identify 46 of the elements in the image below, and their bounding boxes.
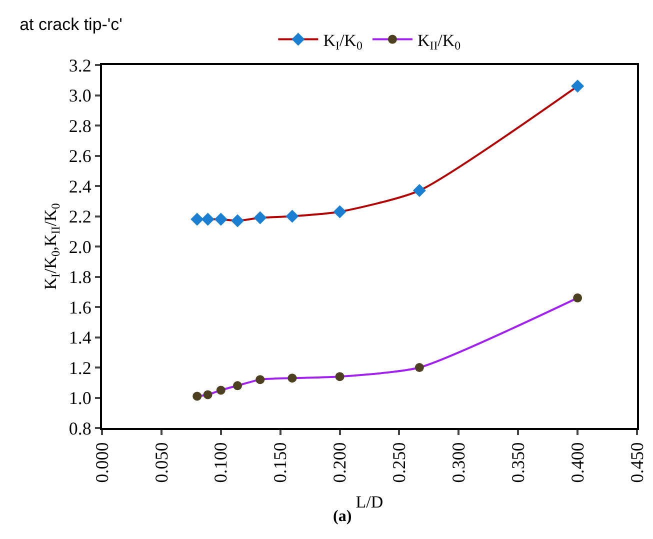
y-tick-label: 3.2 bbox=[68, 55, 92, 76]
point bbox=[571, 80, 584, 93]
y-tick-label: 2.0 bbox=[68, 236, 92, 257]
y-tick-label: 1.4 bbox=[68, 328, 92, 348]
point bbox=[190, 212, 204, 226]
point bbox=[286, 210, 299, 223]
point bbox=[231, 214, 244, 228]
chart-title: at crack tip-'c' bbox=[20, 15, 122, 34]
x-tick-label: 0.050 bbox=[151, 442, 172, 483]
y-tick-label: 2.8 bbox=[68, 116, 92, 136]
point bbox=[233, 381, 242, 390]
x-tick-label: 0.250 bbox=[389, 442, 410, 483]
x-tick-label: 0.400 bbox=[567, 442, 588, 483]
point bbox=[414, 363, 424, 372]
point bbox=[192, 392, 202, 401]
y-tick-label: 1.0 bbox=[68, 388, 92, 408]
point bbox=[333, 205, 346, 218]
point bbox=[256, 375, 265, 384]
y-tick-label: 2.2 bbox=[68, 206, 92, 227]
x-axis-title: L/D bbox=[356, 492, 384, 512]
x-tick-label: 0.450 bbox=[626, 442, 647, 483]
y-tick-label: 0.8 bbox=[68, 418, 92, 438]
y-tick-label: 2.4 bbox=[68, 176, 92, 196]
y-tick-label: 1.8 bbox=[68, 267, 92, 288]
x-tick-label: 0.200 bbox=[330, 442, 350, 483]
point bbox=[412, 184, 426, 198]
y-tick-label: 1.6 bbox=[68, 297, 92, 318]
point bbox=[203, 390, 212, 400]
point bbox=[254, 211, 267, 224]
point bbox=[201, 212, 214, 226]
x-tick-label: 0.100 bbox=[210, 442, 231, 483]
legend-label: K$_{I}$/K$_{0}$ bbox=[323, 30, 362, 52]
y-tick-label: 2.6 bbox=[68, 146, 92, 166]
y-tick-label: 1.2 bbox=[68, 358, 92, 378]
point bbox=[573, 293, 582, 302]
point bbox=[214, 212, 228, 226]
x-tick-label: 0.350 bbox=[508, 442, 528, 483]
x-tick-label: 0.150 bbox=[270, 442, 290, 483]
text: (a) bbox=[333, 508, 352, 525]
point bbox=[216, 386, 226, 395]
point bbox=[288, 374, 297, 383]
x-tick-label: 0.300 bbox=[448, 442, 469, 483]
legend-label: K$_{II}$/K$_{0}$ bbox=[417, 30, 461, 52]
point bbox=[335, 372, 344, 382]
x-tick-label: 0.000 bbox=[92, 442, 112, 483]
y-tick-label: 3.0 bbox=[68, 86, 92, 106]
